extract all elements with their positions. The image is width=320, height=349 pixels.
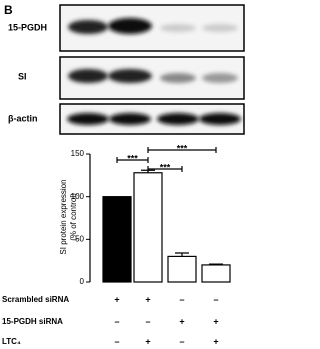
significance-label: *** xyxy=(127,153,138,163)
blot-si xyxy=(59,56,245,100)
bar xyxy=(133,172,163,283)
significance-bracket xyxy=(147,147,217,153)
error-bar xyxy=(175,252,189,257)
condition-sign: + xyxy=(145,294,150,304)
blot-label: SI xyxy=(18,71,27,81)
bar xyxy=(102,196,132,283)
condition-sign: + xyxy=(114,294,119,304)
y-tick-label: 150 xyxy=(71,149,85,158)
y-axis-label: SI protein expression xyxy=(59,179,68,254)
condition-sign: – xyxy=(213,294,218,304)
y-tick-label: 0 xyxy=(80,277,85,286)
y-tick-label: 50 xyxy=(75,234,84,243)
significance-label: *** xyxy=(177,143,188,153)
condition-sign: – xyxy=(114,316,119,326)
blot-label: β-actin xyxy=(8,113,38,123)
condition-sign: + xyxy=(213,316,218,326)
condition-sign: + xyxy=(145,336,150,346)
figure: B 15-PGDH SI β-actin SI protein expressi… xyxy=(2,3,245,346)
y-axis-label: (% of control) xyxy=(69,193,78,241)
condition-label: LTC₄ xyxy=(2,337,21,346)
significance-bracket xyxy=(147,166,183,172)
significance-bracket xyxy=(116,157,149,163)
condition-label: 15-PGDH siRNA xyxy=(2,317,63,326)
condition-sign: – xyxy=(179,294,184,304)
error-bar xyxy=(209,263,223,265)
figure-label: B xyxy=(4,3,13,17)
condition-sign: + xyxy=(179,316,184,326)
condition-sign: – xyxy=(179,336,184,346)
blot-actin xyxy=(59,103,245,135)
blot-15pgdh xyxy=(59,4,245,52)
bar xyxy=(167,255,197,283)
condition-sign: – xyxy=(145,316,150,326)
condition-sign: + xyxy=(213,336,218,346)
significance-label: *** xyxy=(160,162,171,172)
condition-label: Scrambled siRNA xyxy=(2,295,69,304)
bar xyxy=(201,264,231,283)
condition-sign: – xyxy=(114,336,119,346)
blot-label: 15-PGDH xyxy=(8,22,47,32)
y-tick-label: 100 xyxy=(71,192,85,201)
